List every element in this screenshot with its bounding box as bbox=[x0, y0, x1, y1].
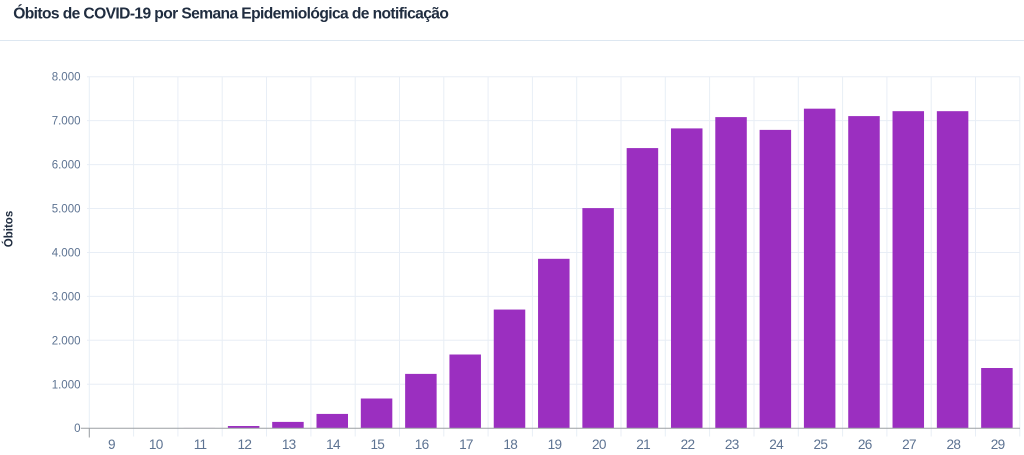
svg-text:26: 26 bbox=[858, 437, 872, 452]
svg-text:21: 21 bbox=[636, 437, 650, 452]
svg-text:19: 19 bbox=[548, 437, 562, 452]
svg-text:1.000: 1.000 bbox=[52, 379, 81, 391]
svg-text:3.000: 3.000 bbox=[52, 291, 81, 303]
svg-text:29: 29 bbox=[991, 437, 1005, 452]
svg-text:Óbitos: Óbitos bbox=[3, 211, 16, 247]
svg-text:27: 27 bbox=[902, 437, 916, 452]
svg-text:22: 22 bbox=[681, 437, 695, 452]
svg-text:11: 11 bbox=[194, 437, 207, 452]
svg-text:24: 24 bbox=[769, 437, 784, 452]
svg-text:13: 13 bbox=[282, 437, 296, 452]
svg-text:5.000: 5.000 bbox=[52, 204, 81, 216]
svg-text:10: 10 bbox=[149, 437, 164, 452]
svg-text:16: 16 bbox=[415, 437, 429, 452]
svg-text:20: 20 bbox=[592, 437, 607, 452]
svg-text:8.000: 8.000 bbox=[52, 72, 81, 84]
svg-text:9: 9 bbox=[108, 437, 115, 452]
svg-text:12: 12 bbox=[238, 437, 252, 452]
svg-text:17: 17 bbox=[459, 437, 473, 452]
svg-text:4.000: 4.000 bbox=[52, 248, 81, 260]
svg-text:Óbitos de COVID-19 por Semana: Óbitos de COVID-19 por Semana Epidemioló… bbox=[13, 3, 448, 22]
svg-text:0: 0 bbox=[74, 423, 80, 435]
svg-text:25: 25 bbox=[814, 437, 828, 452]
svg-text:28: 28 bbox=[946, 437, 960, 452]
svg-text:18: 18 bbox=[503, 437, 517, 452]
svg-text:14: 14 bbox=[326, 437, 341, 452]
svg-text:15: 15 bbox=[370, 437, 384, 452]
svg-text:2.000: 2.000 bbox=[52, 335, 81, 347]
svg-text:6.000: 6.000 bbox=[52, 160, 81, 172]
svg-text:7.000: 7.000 bbox=[52, 116, 81, 128]
svg-text:23: 23 bbox=[725, 437, 739, 452]
